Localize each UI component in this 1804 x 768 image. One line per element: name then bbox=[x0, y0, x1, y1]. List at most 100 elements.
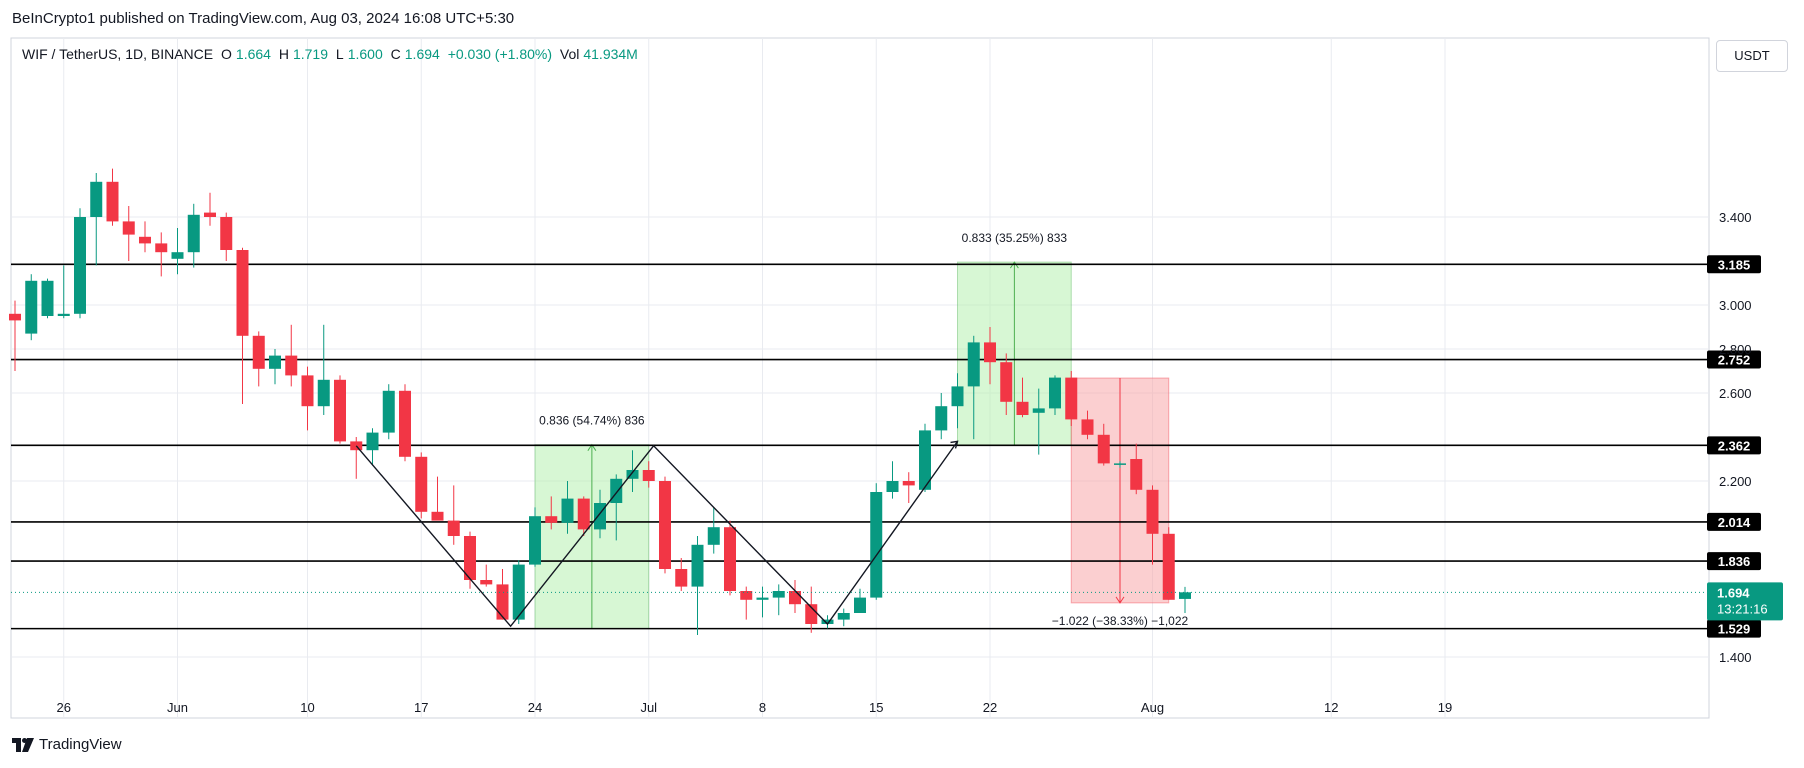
x-tick-label: Jul bbox=[640, 700, 657, 715]
tradingview-brand: TradingView bbox=[39, 736, 122, 753]
currency-button[interactable]: USDT bbox=[1716, 40, 1788, 72]
candle-body-down bbox=[1097, 434, 1110, 464]
candle-body-up bbox=[561, 498, 574, 523]
x-tick-label: 10 bbox=[300, 700, 314, 715]
symbol-name[interactable]: WIF / TetherUS, 1D, BINANCE bbox=[22, 46, 214, 62]
grid-layer bbox=[11, 38, 1709, 718]
candle-body-up bbox=[1032, 408, 1045, 413]
candle-body-down bbox=[415, 456, 428, 512]
candle-body-down bbox=[902, 481, 915, 486]
y-tick-label: 1.400 bbox=[1719, 650, 1752, 665]
candle-body-down bbox=[106, 181, 119, 222]
candle-body-up bbox=[512, 564, 525, 620]
level-price-tag bbox=[1707, 255, 1761, 274]
x-tick-label: 26 bbox=[57, 700, 71, 715]
candles-layer bbox=[9, 168, 1191, 635]
candle-body-up bbox=[967, 342, 980, 387]
y-tick-label: 2.800 bbox=[1719, 342, 1752, 357]
pane-border bbox=[10, 37, 1710, 719]
open-label: O bbox=[221, 46, 232, 62]
measure-arrow-head bbox=[1115, 596, 1125, 604]
candle-body-up bbox=[57, 313, 70, 316]
candle-body-up bbox=[187, 214, 200, 253]
candle-body-down bbox=[139, 236, 151, 244]
candle-body-up bbox=[919, 430, 931, 490]
candle-body-up bbox=[707, 527, 720, 545]
level-price-tag bbox=[1707, 350, 1761, 369]
x-tick-label: Aug bbox=[1141, 700, 1164, 715]
close-label: C bbox=[390, 46, 401, 62]
countdown-label: 13:21:16 bbox=[1717, 601, 1768, 616]
candle-body-down bbox=[789, 591, 801, 605]
pattern-arrow-head bbox=[950, 440, 959, 449]
x-tick-label: 12 bbox=[1324, 700, 1338, 715]
candle-body-down bbox=[496, 584, 509, 620]
candle-body-up bbox=[41, 280, 54, 316]
candle-body-down bbox=[252, 335, 265, 369]
candle-body-down bbox=[399, 390, 411, 457]
measure-label: −1.022 (−38.33%) −1,022 bbox=[1052, 614, 1189, 628]
level-price-tag bbox=[1707, 552, 1761, 571]
candle-body-up bbox=[756, 597, 769, 600]
close-value: 1.694 bbox=[404, 46, 440, 62]
level-price-label: 2.014 bbox=[1718, 515, 1751, 530]
low-label: L bbox=[335, 46, 344, 62]
candle-body-up bbox=[772, 591, 785, 598]
candle-body-up bbox=[90, 181, 103, 217]
x-tick-label: 17 bbox=[414, 700, 428, 715]
measure-arrow-head bbox=[1009, 261, 1019, 269]
candle-body-down bbox=[545, 516, 558, 523]
candle-body-up bbox=[854, 597, 866, 613]
candle-body-down bbox=[236, 250, 249, 336]
level-price-label: 1.529 bbox=[1718, 622, 1751, 637]
candle-body-up bbox=[691, 544, 704, 587]
candle-body-down bbox=[675, 569, 688, 587]
candle-body-up bbox=[951, 386, 964, 407]
x-tick-label: 15 bbox=[869, 700, 883, 715]
y-tick-label: 2.600 bbox=[1719, 386, 1752, 401]
candle-body-up bbox=[366, 432, 379, 451]
candle-body-up bbox=[269, 355, 281, 369]
current-price-label: 1.694 bbox=[1717, 585, 1750, 600]
volume-value: 41.934M bbox=[583, 46, 638, 62]
candle-body-down bbox=[1016, 401, 1029, 415]
candle-body-down bbox=[724, 527, 736, 591]
candle-body-down bbox=[740, 591, 753, 600]
candle-body-down bbox=[480, 580, 493, 585]
candle-body-up bbox=[886, 481, 899, 492]
candle-body-down bbox=[204, 212, 216, 217]
level-price-label: 2.752 bbox=[1718, 353, 1751, 368]
candle-body-down bbox=[447, 520, 460, 536]
candle-body-up bbox=[382, 390, 395, 433]
candle-body-down bbox=[1146, 489, 1159, 534]
candle-body-up bbox=[837, 613, 850, 620]
change-value: +0.030 (+1.80%) bbox=[447, 46, 552, 62]
x-tick-label: 22 bbox=[983, 700, 997, 715]
candle-body-down bbox=[1130, 459, 1143, 490]
candle-body-down bbox=[155, 243, 168, 253]
x-tick-label: Jun bbox=[167, 700, 188, 715]
candle-body-down bbox=[464, 536, 476, 580]
level-price-tag bbox=[1707, 512, 1761, 531]
open-value: 1.664 bbox=[235, 46, 271, 62]
candle-body-down bbox=[984, 342, 996, 363]
tradingview-footer[interactable]: TradingView bbox=[12, 736, 122, 753]
candle-body-down bbox=[122, 221, 135, 235]
candle-body-up bbox=[870, 492, 883, 598]
publish-caption: BeInCrypto1 published on TradingView.com… bbox=[12, 10, 515, 27]
tradingview-logo-icon bbox=[12, 737, 34, 752]
candle-body-up bbox=[1179, 592, 1191, 599]
horizontal-levels: 3.185 2.752 2.362 2.014 1.836 1.529 bbox=[11, 255, 1761, 638]
candle-body-up bbox=[317, 379, 330, 407]
symbol-legend: WIF / TetherUS, 1D, BINANCE O 1.664 H 1.71… bbox=[22, 46, 642, 62]
level-price-label: 3.185 bbox=[1718, 257, 1751, 272]
candle-body-down bbox=[642, 470, 655, 481]
candle-body-down bbox=[659, 481, 671, 569]
candle-body-up bbox=[74, 217, 86, 314]
candle-body-up bbox=[626, 470, 639, 479]
high-label: H bbox=[278, 46, 289, 62]
candle-body-down bbox=[1081, 419, 1094, 435]
current-price-tag bbox=[1707, 582, 1783, 621]
candle-body-up bbox=[935, 406, 948, 431]
